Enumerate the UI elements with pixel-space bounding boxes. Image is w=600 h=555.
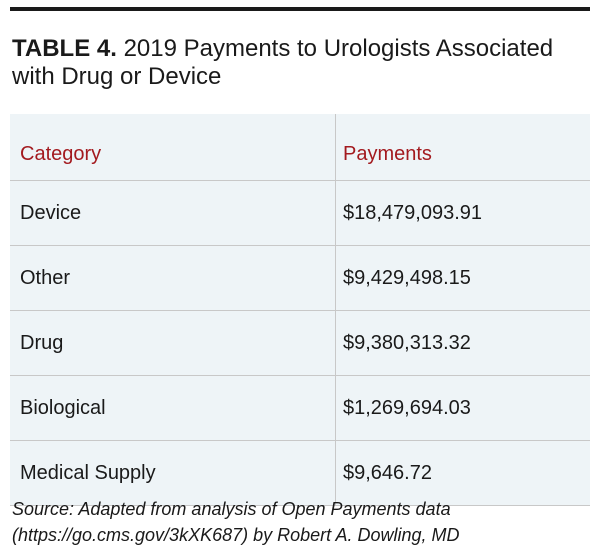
source-note: Source: Adapted from analysis of Open Pa… [12, 499, 460, 545]
table-row: Drug $9,380,313.32 [10, 310, 590, 376]
table-row: Medical Supply $9,646.72 [10, 440, 590, 506]
payment-cell: $1,269,694.03 [335, 375, 590, 441]
payment-cell: $9,380,313.32 [335, 310, 590, 376]
category-cell: Other [10, 245, 336, 311]
payments-table: Category Payments Device $18,479,093.91 … [10, 114, 590, 506]
category-cell: Biological [10, 375, 336, 441]
table-row: Device $18,479,093.91 [10, 180, 590, 246]
payment-cell: $18,479,093.91 [335, 180, 590, 246]
payment-cell: $9,646.72 [335, 440, 590, 506]
header-payments: Payments [335, 114, 590, 181]
header-category: Category [10, 114, 336, 181]
category-cell: Drug [10, 310, 336, 376]
table-title: TABLE 4. 2019 Payments to Urologists Ass… [12, 35, 592, 91]
category-cell: Medical Supply [10, 440, 336, 506]
category-cell: Device [10, 180, 336, 246]
table-row: Other $9,429,498.15 [10, 245, 590, 311]
table-header-row: Category Payments [10, 114, 590, 181]
top-rule [10, 7, 590, 11]
table-title-label: TABLE 4. [12, 35, 117, 62]
payment-cell: $9,429,498.15 [335, 245, 590, 311]
table-title-text: 2019 Payments to Urologists Associated w… [12, 35, 554, 90]
table-row: Biological $1,269,694.03 [10, 375, 590, 441]
